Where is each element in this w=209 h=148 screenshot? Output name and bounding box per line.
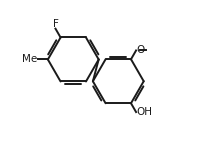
Text: Me: Me bbox=[22, 54, 38, 65]
Text: F: F bbox=[52, 19, 59, 29]
Text: OH: OH bbox=[136, 107, 152, 117]
Text: O: O bbox=[136, 45, 145, 56]
